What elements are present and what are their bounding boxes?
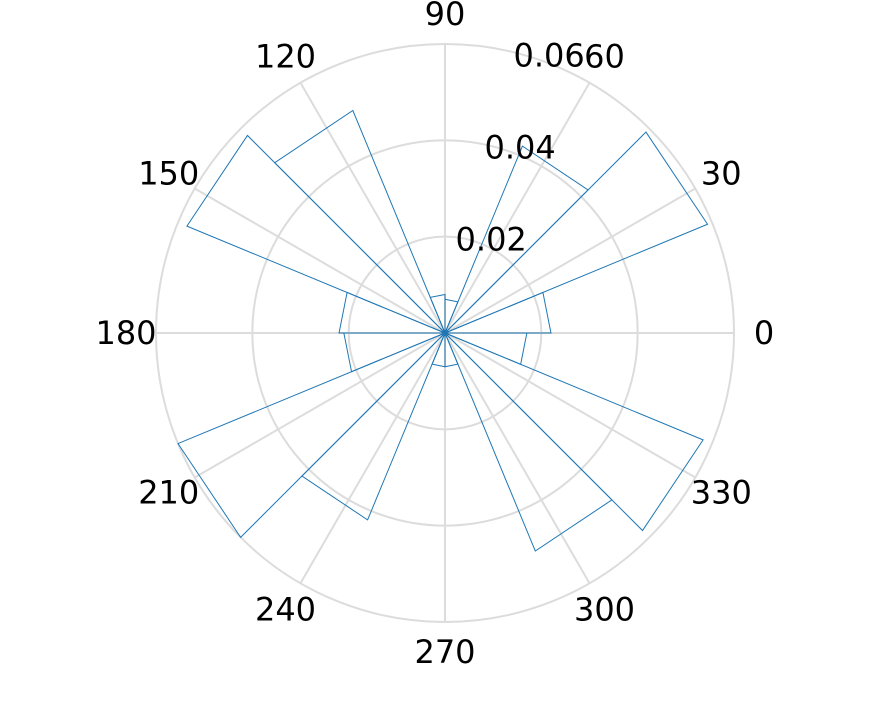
radial-tick-labels: 0.02 0.04 0.06: [456, 37, 585, 259]
theta-tick-label-300: 300: [574, 590, 635, 628]
histogram-bar-9: [177, 332, 446, 539]
theta-tick-label-210: 210: [138, 474, 199, 512]
grid-spoke: [299, 332, 446, 584]
theta-tick-label-120: 120: [255, 38, 316, 76]
histogram-bar-10: [301, 332, 446, 521]
theta-tick-label-270: 270: [414, 633, 475, 671]
histogram-bar-13: [444, 332, 613, 552]
theta-tick-label-180: 180: [95, 314, 156, 352]
r-tick-label-0: 0.02: [456, 220, 527, 258]
theta-tick-label-90: 90: [425, 0, 466, 33]
histogram-bars: [177, 109, 709, 552]
histogram-bar-6: [186, 134, 446, 334]
theta-tick-label-30: 30: [701, 155, 742, 193]
theta-tick-labels: 0 30 60 90 120 150 180 210 240 270 300 330: [95, 0, 774, 671]
r-tick-label-1: 0.04: [485, 128, 556, 166]
theta-tick-label-240: 240: [255, 590, 316, 628]
theta-tick-label-60: 60: [584, 38, 625, 76]
histogram-bar-2: [444, 145, 589, 334]
theta-tick-label-150: 150: [138, 155, 199, 193]
grid-spoke: [194, 187, 446, 334]
histogram-bar-15: [444, 332, 528, 366]
grid-spoke: [444, 82, 591, 334]
grid-spoke: [444, 332, 696, 479]
histogram-bar-14: [444, 332, 704, 532]
grid-spoke: [444, 187, 696, 334]
theta-tick-label-330: 330: [691, 474, 752, 512]
histogram-bar-5: [273, 109, 446, 334]
grid-spoke: [299, 82, 446, 334]
grid-spoke: [444, 332, 591, 584]
grid-spoke: [194, 332, 446, 479]
theta-tick-label-0: 0: [754, 314, 774, 352]
r-tick-label-2: 0.06: [513, 37, 584, 75]
